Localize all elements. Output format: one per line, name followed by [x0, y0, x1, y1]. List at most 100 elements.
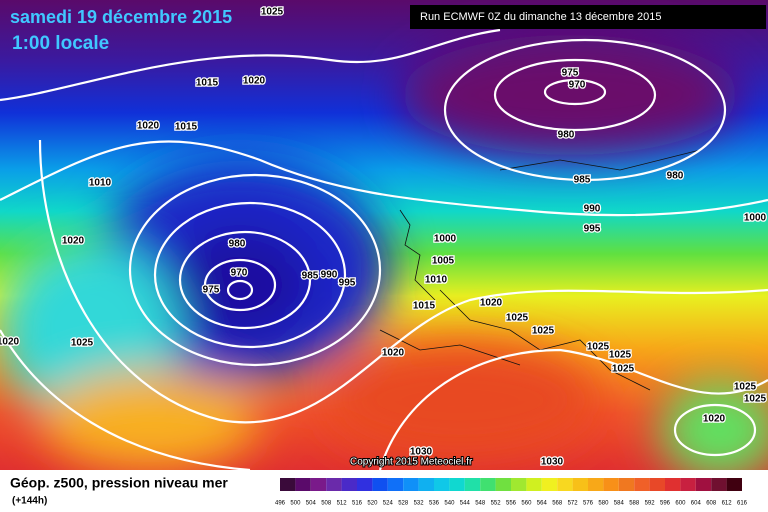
legend-tick-label: 584 — [614, 501, 625, 507]
isobar-label: 1015 — [196, 78, 219, 89]
legend-tick-label: 532 — [414, 501, 425, 507]
isobar-label: 995 — [584, 224, 601, 235]
legend-swatch — [680, 478, 696, 491]
footer-title: Géop. z500, pression niveau mer — [10, 475, 228, 491]
legend-swatch — [526, 478, 542, 491]
legend-tick-label: 528 — [398, 501, 409, 507]
legend-tick-label: 536 — [429, 501, 440, 507]
legend-tick-label: 564 — [537, 501, 548, 507]
legend-swatch — [387, 478, 404, 491]
legend-tick-label: 616 — [737, 501, 748, 507]
legend-tick-label: 596 — [660, 501, 671, 507]
legend-tick-label: 572 — [568, 501, 579, 507]
isobar-label: 1020 — [62, 236, 85, 247]
legend-tick-label: 544 — [460, 501, 471, 507]
isobar-label: 985 — [302, 271, 319, 282]
legend-swatch — [434, 478, 450, 491]
copyright: Copyright 2015 Meteociel.fr — [350, 457, 473, 468]
legend-swatch — [495, 478, 511, 491]
legend-swatch — [618, 478, 635, 491]
legend-swatch — [326, 478, 342, 491]
legend-tick-label: 548 — [475, 501, 486, 507]
legend-swatch — [295, 478, 311, 491]
legend-tick-label: 516 — [352, 501, 363, 507]
isobar-label: 1015 — [413, 301, 436, 312]
legend-tick-label: 600 — [675, 501, 686, 507]
isobar-label: 980 — [229, 239, 246, 250]
legend-swatch — [603, 478, 619, 491]
legend-tick-label: 580 — [598, 501, 609, 507]
isobar-label: 1020 — [703, 414, 726, 425]
isobar-label: 985 — [574, 175, 591, 186]
run: Run ECMWF 0Z du dimanche 13 décembre 201… — [420, 11, 662, 23]
legend-tick-label: 608 — [706, 501, 717, 507]
isobar-label: 1010 — [89, 178, 112, 189]
isobar-label: 1005 — [432, 256, 455, 267]
isobar-label: 1025 — [532, 326, 555, 337]
legend-swatch — [418, 478, 434, 491]
legend-tick-label: 604 — [691, 501, 702, 507]
footer-lead: (+144h) — [12, 496, 47, 507]
field — [0, 0, 768, 480]
legend-tick-label: 520 — [367, 501, 378, 507]
legend-swatch — [511, 478, 527, 491]
time: 1:00 locale — [12, 33, 109, 54]
legend-swatch — [372, 478, 388, 491]
isobar-label: 975 — [562, 68, 579, 79]
legend-swatch — [726, 478, 742, 491]
legend-tick-label: 592 — [645, 501, 656, 507]
isobar-label: 1000 — [434, 234, 457, 245]
legend-swatch — [464, 478, 481, 491]
isobar-label: 1025 — [71, 338, 94, 349]
isobar-label: 1025 — [261, 7, 284, 18]
legend-swatch — [480, 478, 496, 491]
isobar-label: 975 — [203, 285, 220, 296]
legend-swatch — [634, 478, 650, 491]
run-box — [410, 5, 766, 29]
legend-swatch — [357, 478, 373, 491]
legend-swatch — [341, 478, 357, 491]
legend-tick-label: 556 — [506, 501, 517, 507]
legend: 496 500 504 508 512 516 520 524 528 532 536 540 544 5… — [275, 478, 748, 507]
legend-swatch — [711, 478, 727, 491]
legend-tick-label: 500 — [290, 501, 301, 507]
isobar-label: 990 — [584, 204, 601, 215]
isobar-label: 1030 — [541, 457, 564, 468]
legend-swatch — [541, 478, 558, 491]
legend-tick-label: 524 — [383, 501, 394, 507]
isobar-label: 1020 — [480, 298, 503, 309]
legend-swatch — [280, 478, 296, 491]
legend-tick-label: 568 — [552, 501, 563, 507]
legend-swatch — [695, 478, 712, 491]
legend-swatch — [649, 478, 665, 491]
isobar-label: 995 — [339, 278, 356, 289]
isobar-label: 1010 — [425, 275, 448, 286]
isobar-label: 1020 — [243, 76, 266, 87]
legend-swatch — [403, 478, 419, 491]
isobar-label: 990 — [321, 270, 338, 281]
isobar-label: 1000 — [744, 213, 767, 224]
legend-swatch — [449, 478, 465, 491]
legend-tick-label: 540 — [444, 501, 455, 507]
date: samedi 19 décembre 2015 — [10, 7, 232, 27]
legend-tick-label: 512 — [337, 501, 348, 507]
isobar-label: 1025 — [612, 364, 635, 375]
legend-swatch — [588, 478, 604, 491]
legend-swatch — [572, 478, 588, 491]
isobar-label: 1025 — [609, 350, 632, 361]
isobar-label: 1020 — [382, 348, 405, 359]
isobar-label: 1020 — [137, 121, 160, 132]
isobar-label: 980 — [558, 130, 575, 141]
legend-swatch — [665, 478, 681, 491]
legend-tick-label: 552 — [491, 501, 502, 507]
isobar-label: 1030 — [410, 447, 433, 458]
isobar-label: 1015 — [175, 122, 198, 133]
legend-tick-label: 560 — [521, 501, 532, 507]
legend-tick-label: 504 — [306, 501, 317, 507]
isobar-label: 970 — [569, 80, 586, 91]
isobar-label: 1025 — [744, 394, 767, 405]
legend-swatch — [310, 478, 327, 491]
isobar-label: 1025 — [506, 313, 529, 324]
